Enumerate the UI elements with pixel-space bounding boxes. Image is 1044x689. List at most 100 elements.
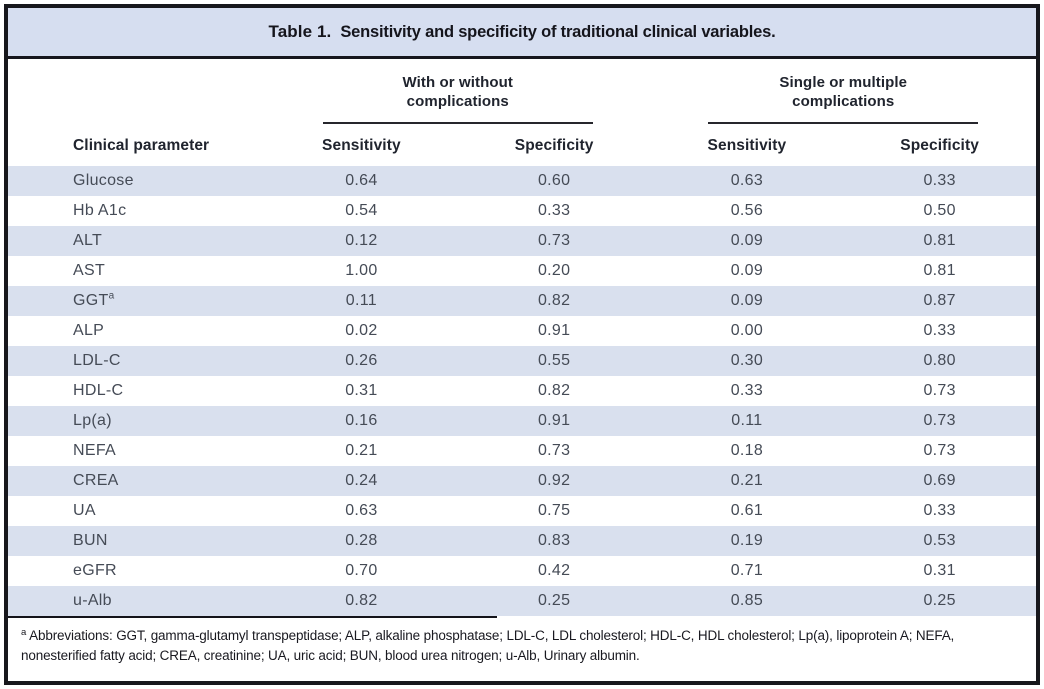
row-value: 0.42 — [537, 562, 571, 579]
clinical-variables-table: With or without complications Single or … — [8, 59, 1036, 616]
row-value: 0.26 — [345, 352, 378, 369]
row-value: 0.09 — [730, 262, 764, 279]
row-value: 0.28 — [345, 532, 378, 549]
column-header-specificity-2: Specificity — [900, 137, 979, 154]
row-value: 0.11 — [731, 412, 763, 429]
column-header-sensitivity-1: Sensitivity — [322, 137, 401, 154]
group-header-row: With or without complications Single or … — [8, 59, 1036, 124]
row-parameter: eGFR — [73, 562, 117, 579]
row-value: 0.18 — [730, 442, 764, 459]
group1-underline — [322, 122, 593, 124]
row-value: 0.83 — [537, 532, 571, 549]
row-value: 0.30 — [730, 352, 764, 369]
table-row: Hb A1c 0.54 0.33 0.56 0.50 — [8, 196, 1036, 226]
group-header-spacer — [8, 59, 265, 124]
row-value: 0.85 — [730, 592, 764, 609]
row-value: 0.61 — [730, 502, 764, 519]
group1-line2: complications — [406, 93, 509, 110]
row-value: 0.73 — [923, 412, 956, 429]
group-header-with-or-without: With or without complications — [265, 59, 651, 124]
row-value: 0.20 — [537, 262, 571, 279]
table-row: u-Alb 0.82 0.25 0.85 0.25 — [8, 586, 1036, 616]
row-value: 0.16 — [345, 412, 378, 429]
group2-line1: Single or multiple — [779, 74, 908, 91]
group2-underline — [708, 122, 979, 124]
table-row: eGFR 0.70 0.42 0.71 0.31 — [8, 556, 1036, 586]
footnote: a Abbreviations: GGT, gamma-glutamyl tran… — [8, 618, 1036, 666]
row-value: 0.31 — [923, 562, 956, 579]
row-value: 0.00 — [730, 322, 764, 339]
table-row: BUN 0.28 0.83 0.19 0.53 — [8, 526, 1036, 556]
row-value: 0.63 — [730, 172, 764, 189]
row-value: 0.55 — [537, 352, 571, 369]
row-value: 0.91 — [537, 322, 571, 339]
row-value: 0.63 — [345, 502, 378, 519]
row-value: 0.33 — [923, 502, 956, 519]
row-value: 0.82 — [345, 592, 378, 609]
row-value: 0.33 — [923, 322, 956, 339]
table-row: Lp(a) 0.16 0.91 0.11 0.73 — [8, 406, 1036, 436]
table-row: ALT 0.12 0.73 0.09 0.81 — [8, 226, 1036, 256]
table-header: With or without complications Single or … — [8, 59, 1036, 166]
row-value: 0.71 — [730, 562, 764, 579]
table-title-bar: Table 1. Sensitivity and specificity of … — [8, 8, 1036, 59]
row-parameter: CREA — [73, 472, 119, 489]
row-value: 0.53 — [923, 532, 956, 549]
row-value: 0.25 — [923, 592, 956, 609]
row-value: 0.73 — [923, 442, 956, 459]
table-row: LDL-C 0.26 0.55 0.30 0.80 — [8, 346, 1036, 376]
row-value: 0.80 — [923, 352, 956, 369]
row-parameter: Glucose — [73, 172, 134, 189]
row-parameter: u-Alb — [73, 592, 112, 609]
row-value: 0.70 — [345, 562, 378, 579]
row-value: 0.87 — [923, 292, 956, 309]
row-value: 0.21 — [345, 442, 378, 459]
table-number-label: Table 1. — [268, 22, 332, 41]
row-value: 0.24 — [345, 472, 378, 489]
row-value: 0.54 — [345, 202, 378, 219]
group1-line1: With or without — [402, 74, 513, 91]
row-value: 0.82 — [537, 382, 571, 399]
row-value: 0.81 — [923, 232, 956, 249]
row-value: 0.81 — [923, 262, 956, 279]
row-parameter: Lp(a) — [73, 412, 112, 429]
row-value: 0.91 — [537, 412, 571, 429]
row-parameter: HDL-C — [73, 382, 124, 399]
row-value: 0.09 — [730, 292, 764, 309]
row-parameter: BUN — [73, 532, 108, 549]
table-row: AST 1.00 0.20 0.09 0.81 — [8, 256, 1036, 286]
table-row: HDL-C 0.31 0.82 0.33 0.73 — [8, 376, 1036, 406]
row-value: 0.69 — [923, 472, 956, 489]
table-title-text: Sensitivity and specificity of tradition… — [340, 22, 776, 41]
column-header-sensitivity-2: Sensitivity — [707, 137, 787, 154]
row-parameter: NEFA — [73, 442, 116, 459]
table-bottom-rule — [8, 616, 498, 618]
row-value: 0.12 — [345, 232, 378, 249]
row-parameter: Hb A1c — [73, 202, 127, 219]
table-row: UA 0.63 0.75 0.61 0.33 — [8, 496, 1036, 526]
row-value: 1.00 — [345, 262, 378, 279]
row-value: 0.75 — [537, 502, 571, 519]
table-row: GGTa 0.11 0.82 0.09 0.87 — [8, 286, 1036, 316]
table-body: Glucose 0.64 0.60 0.63 0.33 Hb A1c 0.54 0.33 0.5… — [8, 166, 1036, 616]
footnote-text: Abbreviations: GGT, gamma-glutamyl trans… — [21, 628, 955, 663]
row-value: 0.92 — [537, 472, 571, 489]
row-value: 0.64 — [345, 172, 378, 189]
row-value: 0.33 — [923, 172, 956, 189]
row-value: 0.73 — [537, 442, 571, 459]
column-header-clinical-parameter: Clinical parameter — [73, 137, 210, 154]
row-value: 0.11 — [345, 292, 377, 309]
row-value: 0.73 — [923, 382, 956, 399]
group-header-single-or-multiple: Single or multiple complications — [651, 59, 1037, 124]
row-value: 0.02 — [345, 322, 378, 339]
row-value: 0.82 — [537, 292, 571, 309]
table-row: ALP 0.02 0.91 0.00 0.33 — [8, 316, 1036, 346]
column-header-row: Clinical parameter Sensitivity Specifici… — [8, 124, 1036, 166]
column-header-specificity-1: Specificity — [514, 137, 594, 154]
row-value: 0.50 — [923, 202, 956, 219]
row-value: 0.60 — [537, 172, 571, 189]
row-value: 0.31 — [345, 382, 378, 399]
table1-frame: Table 1. Sensitivity and specificity of … — [4, 4, 1040, 685]
row-value: 0.09 — [730, 232, 764, 249]
group2-line2: complications — [792, 93, 895, 110]
